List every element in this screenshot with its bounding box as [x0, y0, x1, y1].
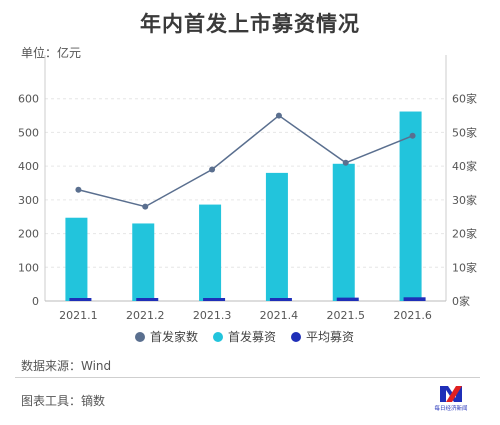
raised-bar	[65, 217, 88, 301]
left-tick-label: 600	[18, 93, 39, 106]
count-point	[142, 203, 149, 210]
avg-bar	[336, 297, 359, 301]
bars	[65, 111, 426, 301]
x-tick-label: 2021.1	[59, 309, 98, 322]
logo-text: 每日经济新闻	[434, 404, 467, 412]
right-tick-label: 10家	[452, 260, 477, 274]
count-point	[75, 186, 82, 193]
count-point	[275, 112, 282, 119]
x-tick-label: 2021.4	[260, 309, 299, 322]
count-line	[75, 112, 416, 210]
chart-area: 0 100 200 300 400 500 600 0家 10家 20家 30家 40家 50家 60家…	[18, 55, 477, 344]
left-tick-label: 0	[32, 295, 39, 308]
x-tick-label: 2021.6	[393, 309, 432, 322]
raised-bar	[399, 111, 422, 301]
left-tick-label: 500	[18, 126, 39, 139]
x-axis-ticks: 2021.1 2021.2 2021.3 2021.4 2021.5 2021.6	[59, 309, 432, 322]
avg-bar	[269, 298, 292, 301]
chart-title: 年内首发上市募资情况	[140, 12, 360, 36]
gridlines	[45, 98, 446, 268]
left-tick-label: 400	[18, 160, 39, 173]
chart-tool: 图表工具：镝数	[21, 394, 106, 408]
footer-divider	[15, 377, 480, 378]
right-tick-label: 40家	[452, 159, 477, 173]
count-point	[342, 159, 349, 166]
legend-label: 首发募资	[228, 329, 276, 344]
avg-bar	[403, 297, 426, 301]
nbd-logo-icon: 每日经济新闻	[434, 386, 468, 412]
avg-bar	[203, 298, 226, 301]
right-tick-label: 0家	[452, 294, 470, 308]
raised-bar	[199, 204, 222, 301]
avg-bar	[69, 298, 92, 301]
x-tick-label: 2021.5	[327, 309, 366, 322]
raised-bar	[265, 172, 288, 301]
right-tick-label: 50家	[452, 125, 477, 139]
left-tick-label: 300	[18, 194, 39, 207]
unit-label: 单位：亿元	[21, 46, 82, 60]
legend-label: 平均募资	[306, 330, 354, 344]
legend-marker	[291, 332, 301, 342]
raised-bar	[132, 223, 155, 301]
legend-marker	[213, 332, 223, 342]
count-point	[209, 166, 216, 173]
avg-bar	[136, 298, 159, 301]
left-axis-ticks: 0 100 200 300 400 500 600	[18, 93, 39, 308]
left-tick-label: 200	[18, 228, 39, 241]
right-axis-ticks: 0家 10家 20家 30家 40家 50家 60家	[452, 92, 477, 308]
right-tick-label: 60家	[452, 92, 477, 106]
count-polyline	[78, 114, 413, 208]
x-tick-label: 2021.3	[193, 309, 232, 322]
raised-bar	[332, 163, 355, 301]
legend-marker	[135, 332, 145, 342]
right-tick-label: 20家	[452, 227, 477, 241]
count-point	[409, 132, 416, 139]
left-tick-label: 100	[18, 261, 39, 274]
legend: 首发家数 首发募资 平均募资	[135, 329, 354, 344]
legend-label: 首发家数	[150, 329, 198, 344]
data-source: 数据来源：Wind	[21, 359, 112, 373]
x-tick-label: 2021.2	[126, 309, 165, 322]
right-tick-label: 30家	[452, 193, 477, 207]
